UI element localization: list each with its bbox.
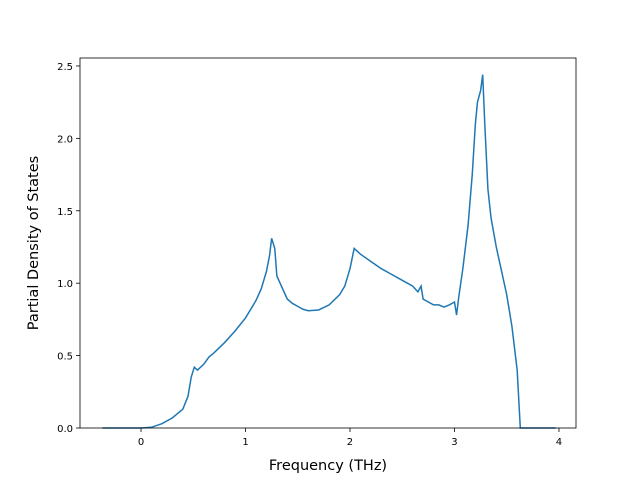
plot-frame	[79, 57, 577, 429]
y-tick-label: 2.0	[57, 134, 73, 145]
y-tick-label: 2.5	[57, 62, 73, 73]
y-tick-label: 1.0	[57, 279, 73, 290]
x-tick-label: 1	[242, 437, 248, 448]
x-axis-label: Frequency (THz)	[269, 458, 387, 474]
x-tick-label: 2	[347, 437, 353, 448]
x-tick-label: 0	[138, 437, 144, 448]
y-axis-label: Partial Density of States	[26, 156, 42, 330]
x-tick-label: 3	[451, 437, 457, 448]
y-tick-label: 1.5	[57, 207, 73, 218]
y-tick-label: 0.5	[57, 352, 73, 363]
data-line	[102, 74, 556, 429]
x-tick-label: 4	[556, 437, 562, 448]
y-tick-label: 0.0	[57, 424, 73, 435]
